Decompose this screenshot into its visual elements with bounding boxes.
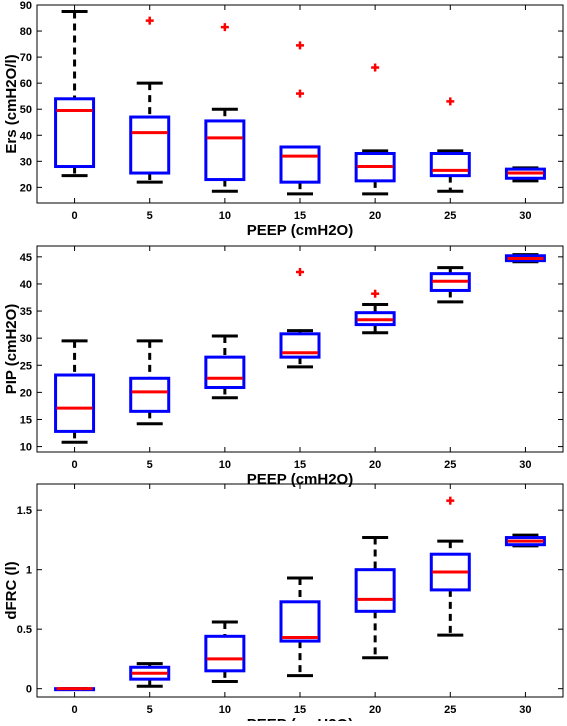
x-tick-label: 5: [147, 210, 153, 222]
x-tick-label: 15: [294, 210, 306, 222]
iqr-box: [54, 97, 96, 169]
box-25: [429, 97, 471, 193]
iqr-box: [279, 600, 321, 643]
box-15: [279, 576, 321, 678]
y-tick-label: 20: [20, 387, 32, 399]
y-axis-label: Ers (cmH2O/l): [3, 54, 20, 153]
x-tick-label: 15: [294, 704, 306, 716]
y-tick-label: 25: [20, 360, 32, 372]
y-tick-label: 0.5: [17, 624, 32, 636]
y-tick-label: 80: [20, 26, 32, 38]
box-10: [204, 620, 246, 684]
outlier-marker: [371, 63, 380, 72]
outlier-marker: [296, 268, 304, 277]
box-10: [204, 23, 246, 193]
iqr-box: [279, 145, 321, 184]
box-0: [54, 10, 96, 178]
y-axis-label: PIP (cmH2O): [3, 304, 20, 395]
iqr-box: [54, 373, 96, 433]
box-25: [429, 496, 471, 637]
y-tick-label: 70: [20, 52, 32, 64]
iqr-box: [429, 152, 471, 178]
x-tick-label: 0: [72, 704, 78, 716]
box-20: [354, 63, 396, 196]
y-tick-label: 15: [20, 414, 32, 426]
box-20: [354, 536, 396, 660]
x-tick-label: 30: [519, 704, 531, 716]
box-15: [279, 41, 321, 196]
y-tick-label: 90: [20, 0, 32, 12]
outlier-marker: [446, 496, 455, 505]
outlier-marker: [145, 16, 154, 25]
box-15: [279, 268, 321, 369]
x-tick-label: 30: [519, 459, 531, 471]
box-5: [129, 16, 171, 184]
x-tick-label: 10: [219, 459, 231, 471]
y-tick-label: 20: [20, 182, 32, 194]
x-tick-label: 20: [369, 459, 381, 471]
panel-3: 0 0.5 1 1.5 0 5 10 15 20 25 30 PEEP (cmH2O) dFRC (l): [3, 483, 564, 726]
x-axis-label: PEEP (cmH2O): [247, 222, 353, 239]
x-tick-label: 10: [219, 210, 231, 222]
box-30: [504, 166, 546, 183]
y-tick-label: 50: [20, 104, 32, 116]
y-tick-label: 1: [26, 565, 32, 577]
iqr-box: [354, 568, 396, 613]
y-tick-label: 60: [20, 78, 32, 90]
outlier-marker: [371, 289, 380, 298]
y-axis-label: dFRC (l): [3, 561, 20, 619]
y-tick-label: 30: [20, 156, 32, 168]
box-30: [504, 533, 546, 548]
x-tick-label: 25: [444, 210, 456, 222]
box-0: [54, 339, 96, 444]
y-tick-label: 35: [20, 306, 32, 318]
box-10: [204, 334, 246, 400]
x-tick-label: 30: [519, 210, 531, 222]
box-0: [54, 687, 96, 692]
box-5: [129, 339, 171, 426]
outlier-marker: [446, 97, 455, 106]
x-tick-label: 5: [147, 459, 153, 471]
panel-1: 20 30 40 50 60 70 80 90 0 5 10 15 20 25 30 PEEP (cmH2O)…: [3, 0, 564, 239]
x-tick-label: 0: [72, 210, 78, 222]
x-tick-label: 0: [72, 459, 78, 471]
x-tick-label: 25: [444, 459, 456, 471]
box-5: [129, 662, 171, 688]
y-tick-label: 0: [26, 684, 32, 696]
y-tick-label: 30: [20, 333, 32, 345]
iqr-box: [129, 376, 171, 413]
x-tick-label: 20: [369, 704, 381, 716]
iqr-box: [204, 634, 246, 673]
outlier-marker: [296, 89, 304, 98]
y-tick-label: 40: [20, 279, 32, 291]
outlier-marker: [296, 41, 304, 50]
y-tick-label: 45: [20, 252, 32, 264]
iqr-box: [204, 119, 246, 182]
box-20: [354, 289, 396, 335]
box-30: [504, 253, 546, 264]
x-tick-label: 5: [147, 704, 153, 716]
x-tick-label: 10: [219, 704, 231, 716]
iqr-box: [129, 115, 171, 175]
x-axis-label: PEEP (cmH2O): [247, 716, 353, 721]
outlier-marker: [220, 23, 229, 32]
x-tick-label: 20: [369, 210, 381, 222]
box-25: [429, 266, 471, 304]
iqr-box: [204, 355, 246, 389]
y-tick-label: 10: [20, 442, 32, 454]
x-tick-label: 25: [444, 704, 456, 716]
y-tick-label: 1.5: [17, 505, 32, 517]
y-tick-label: 40: [20, 130, 32, 142]
x-tick-label: 15: [294, 459, 306, 471]
